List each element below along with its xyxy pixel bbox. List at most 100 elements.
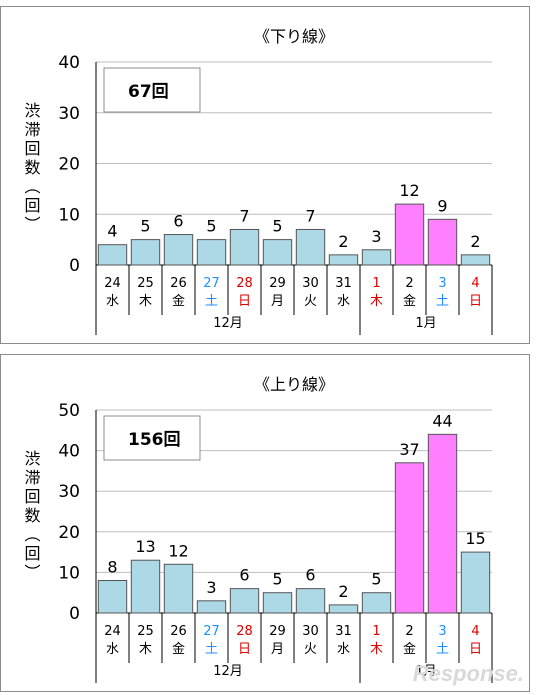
x-tick-day: 29	[269, 276, 286, 291]
y-tick-label: 20	[58, 155, 80, 175]
x-tick-day: 25	[137, 624, 154, 639]
data-label: 13	[135, 537, 155, 556]
bar	[328, 604, 359, 614]
data-label: 15	[465, 529, 485, 548]
bar	[130, 239, 161, 266]
y-tick-label: 0	[69, 604, 80, 624]
data-label: 4	[107, 222, 117, 241]
y-tick-label: 20	[58, 523, 80, 543]
month-label: 12月	[213, 664, 243, 679]
bar	[394, 203, 425, 266]
x-tick-weekday: 木	[139, 294, 152, 309]
bar	[328, 254, 359, 266]
data-label: 7	[239, 206, 249, 225]
x-tick-day: 28	[236, 276, 253, 291]
data-label: 37	[399, 440, 419, 459]
watermark-logo: Response.	[412, 661, 524, 686]
x-tick-weekday: 日	[238, 294, 251, 309]
data-label: 5	[206, 217, 216, 236]
x-tick-weekday: 土	[205, 642, 218, 657]
x-tick-day: 24	[104, 624, 121, 639]
x-tick-day: 26	[170, 276, 187, 291]
bar	[262, 592, 293, 614]
x-tick-day: 2	[405, 276, 413, 291]
x-tick-weekday: 金	[172, 293, 185, 309]
data-label: 6	[239, 566, 249, 585]
x-tick-weekday: 水	[337, 294, 350, 309]
x-tick-day: 24	[104, 276, 121, 291]
bar	[163, 234, 194, 266]
x-tick-day: 26	[170, 624, 187, 639]
x-tick-weekday: 金	[403, 293, 416, 309]
x-tick-weekday: 土	[436, 642, 449, 657]
x-tick-day: 2	[405, 624, 413, 639]
x-tick-weekday: 水	[106, 642, 119, 657]
bar	[361, 592, 392, 614]
bar	[295, 588, 326, 614]
data-label: 3	[206, 578, 216, 597]
x-tick-weekday: 水	[337, 642, 350, 657]
data-label: 12	[168, 541, 188, 560]
y-tick-label: 30	[58, 104, 80, 124]
y-tick-label: 0	[69, 256, 80, 276]
x-tick-weekday: 火	[304, 294, 317, 309]
bar	[295, 228, 326, 266]
x-tick-weekday: 木	[139, 642, 152, 657]
bar	[97, 580, 128, 614]
x-tick-day: 30	[302, 624, 319, 639]
x-tick-weekday: 日	[238, 642, 251, 657]
data-label: 2	[338, 582, 348, 601]
bar	[229, 228, 260, 266]
data-label: 5	[272, 570, 282, 589]
total-box	[103, 67, 201, 113]
data-label: 44	[432, 411, 452, 430]
bar	[196, 239, 227, 266]
bar	[262, 239, 293, 266]
chart-title: 《上り線》	[254, 375, 334, 394]
bar	[163, 563, 194, 614]
data-label: 6	[173, 212, 183, 231]
x-tick-day: 3	[438, 624, 446, 639]
y-tick-label: 30	[58, 482, 80, 502]
x-tick-weekday: 木	[370, 294, 383, 309]
y-tick-label: 40	[58, 53, 80, 73]
bar	[229, 588, 260, 614]
month-label: 12月	[213, 316, 243, 331]
total-label: 67回	[128, 82, 169, 102]
data-label: 12	[399, 181, 419, 200]
data-label: 2	[338, 232, 348, 251]
x-tick-day: 27	[203, 276, 220, 291]
x-tick-weekday: 日	[469, 642, 482, 657]
bar	[361, 249, 392, 266]
x-tick-weekday: 土	[205, 294, 218, 309]
data-label: 2	[470, 232, 480, 251]
x-tick-day: 25	[137, 276, 154, 291]
y-tick-label: 40	[58, 442, 80, 462]
x-tick-day: 1	[372, 624, 380, 639]
x-tick-day: 29	[269, 624, 286, 639]
x-tick-day: 30	[302, 276, 319, 291]
month-label: 1月	[415, 664, 436, 679]
y-tick-label: 10	[58, 205, 80, 225]
y-tick-label: 50	[58, 401, 80, 421]
bar	[460, 254, 491, 266]
x-tick-weekday: 月	[271, 642, 284, 657]
x-tick-day: 27	[203, 624, 220, 639]
data-label: 3	[371, 227, 381, 246]
chart-title: 《下り線》	[254, 27, 334, 46]
bar	[97, 244, 128, 266]
bar	[196, 600, 227, 614]
bar	[427, 218, 458, 266]
bar	[460, 551, 491, 614]
data-label: 7	[305, 206, 315, 225]
x-tick-weekday: 水	[106, 294, 119, 309]
x-tick-weekday: 金	[172, 641, 185, 657]
data-label: 5	[140, 217, 150, 236]
x-tick-day: 31	[335, 276, 352, 291]
x-tick-day: 31	[335, 624, 352, 639]
x-tick-weekday: 木	[370, 642, 383, 657]
x-tick-day: 28	[236, 624, 253, 639]
y-axis-label: 渋滞回数（回）	[22, 450, 41, 583]
x-tick-weekday: 日	[469, 294, 482, 309]
